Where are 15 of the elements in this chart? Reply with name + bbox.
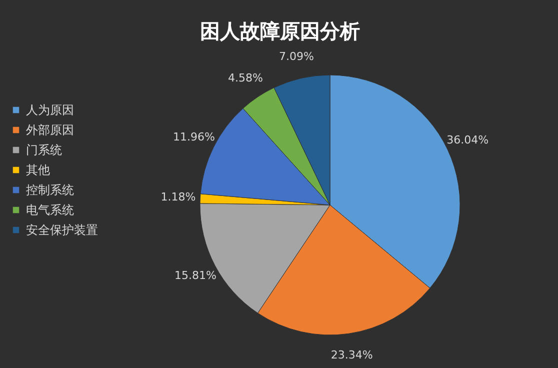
legend-label: 外部原因 [26,123,74,137]
legend-label: 其他 [26,163,50,177]
legend-label: 人为原因 [26,103,74,117]
data-label: 7.09% [278,50,314,63]
data-label: 23.34% [330,348,373,362]
data-label: 1.18% [160,190,196,204]
legend-label: 电气系统 [26,203,74,217]
data-label: 36.04% [446,133,489,146]
legend-label: 安全保护装置 [26,223,98,237]
data-label: 4.58% [228,72,263,85]
legend-label: 门系统 [26,143,62,157]
data-label: 15.81% [174,268,216,282]
data-label: 11.96% [172,130,215,144]
legend-label: 控制系统 [26,183,74,197]
chart-title: 困人故障原因分析 [200,19,360,43]
